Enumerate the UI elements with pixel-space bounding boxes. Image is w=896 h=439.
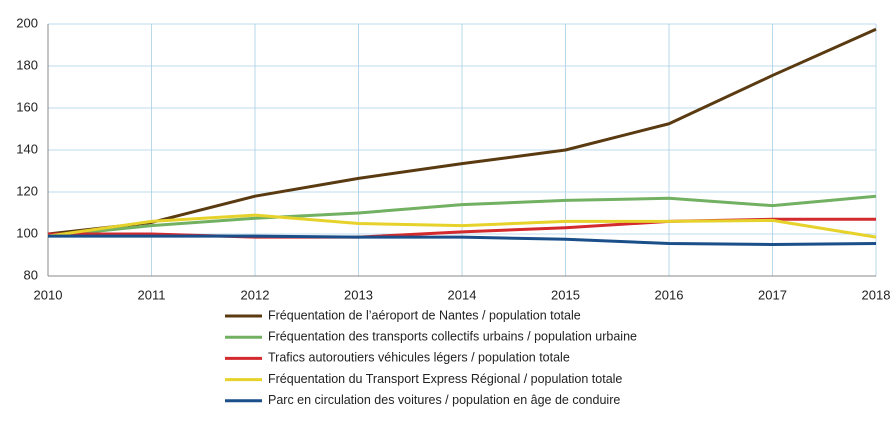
series-line <box>47 27 877 236</box>
series-line <box>47 213 877 239</box>
series-line <box>47 194 877 238</box>
y-tick-label: 120 <box>16 183 38 198</box>
legend-label: Trafics autoroutiers véhicules légers / … <box>268 351 570 365</box>
x-tick-label: 2011 <box>138 287 166 302</box>
y-tick-label: 160 <box>16 99 38 114</box>
x-tick-label: 2015 <box>551 287 580 302</box>
y-tick-label: 80 <box>24 267 38 282</box>
y-tick-label: 180 <box>16 57 38 72</box>
legend-label: Parc en circulation des voitures / popul… <box>268 393 620 407</box>
series-line <box>48 234 877 246</box>
x-tick-label: 2014 <box>448 287 477 302</box>
y-tick-label: 140 <box>16 141 38 156</box>
x-tick-label: 2010 <box>34 287 63 302</box>
legend-label: Fréquentation de l’aéroport de Nantes / … <box>268 308 581 322</box>
y-tick-label: 100 <box>16 225 38 240</box>
x-tick-label: 2012 <box>241 287 270 302</box>
x-tick-label: 2017 <box>758 287 787 302</box>
x-tick-label: 2018 <box>862 287 891 302</box>
x-tick-label: 2013 <box>344 287 373 302</box>
legend-label: Fréquentation du Transport Express Régio… <box>268 372 622 386</box>
y-tick-label: 200 <box>16 15 38 30</box>
legend-label: Fréquentation des transports collectifs … <box>268 329 637 343</box>
x-tick-label: 2016 <box>655 287 684 302</box>
